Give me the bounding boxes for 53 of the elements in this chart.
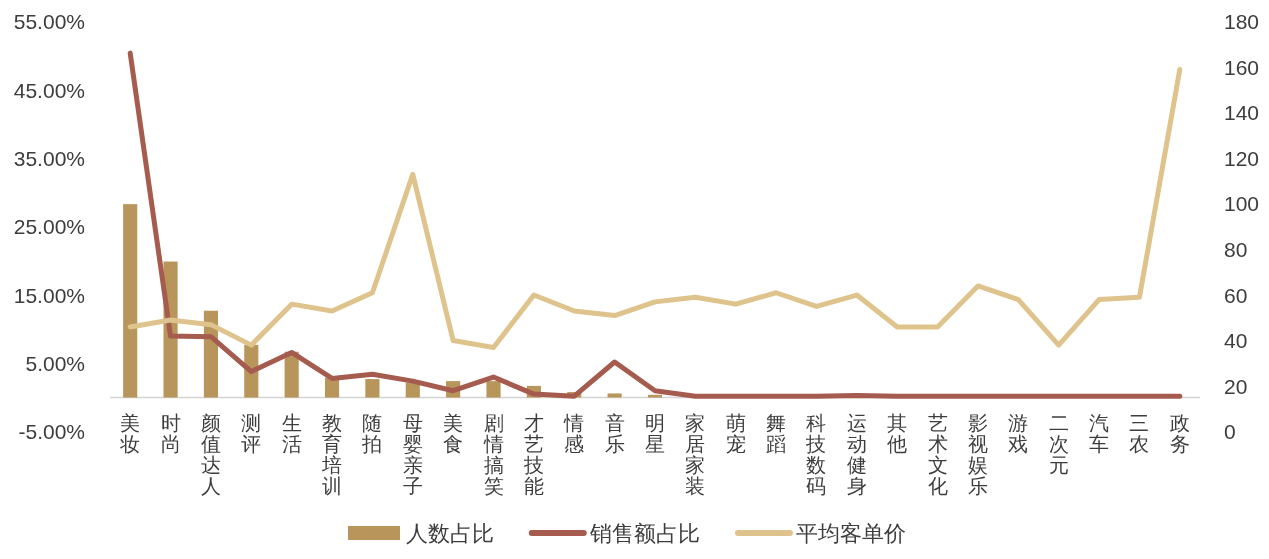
- y-tick-label: 35.00%: [13, 146, 85, 170]
- x-tick-label: 三农: [1129, 412, 1150, 455]
- y2-tick-label: 180: [1224, 10, 1260, 34]
- x-tick-label: 情感: [563, 412, 585, 455]
- x-tick-label: 艺术文化: [927, 412, 948, 497]
- y2-tick-label: 120: [1224, 146, 1260, 170]
- y2-tick-label: 140: [1224, 101, 1260, 125]
- x-tick-label: 舞蹈: [766, 412, 787, 455]
- x-tick-label: 生活: [281, 412, 302, 455]
- bar: [365, 379, 380, 398]
- y-tick-label: -5.00%: [18, 420, 85, 444]
- y-tick-label: 25.00%: [13, 215, 85, 239]
- x-tick-label: 明星: [645, 412, 665, 455]
- x-tick-label: 家居家装: [685, 412, 706, 497]
- x-tick-label: 教育培训: [321, 412, 343, 497]
- x-tick-label: 母婴亲子: [402, 412, 423, 497]
- y-tick-label: 55.00%: [13, 10, 85, 34]
- x-tick-label: 时尚: [160, 412, 181, 455]
- y-tick-label: 15.00%: [13, 283, 85, 307]
- x-tick-label: 测评: [241, 412, 262, 455]
- y2-tick-label: 0: [1224, 420, 1236, 444]
- x-tick-label: 颜值达人: [200, 412, 221, 497]
- legend-label: 销售额占比: [588, 520, 700, 546]
- y-tick-label: 45.00%: [13, 78, 85, 102]
- y2-tick-label: 60: [1224, 283, 1248, 307]
- x-tick-label: 科技数码: [805, 412, 827, 497]
- y2-tick-label: 40: [1224, 329, 1248, 353]
- x-tick-label: 影视娱乐: [967, 412, 988, 497]
- x-tick-label: 政务: [1169, 412, 1190, 455]
- x-tick-label: 剧情搞笑: [482, 412, 504, 497]
- bar: [486, 381, 501, 398]
- bar: [324, 377, 340, 398]
- x-tick-label: 随拍: [361, 412, 383, 455]
- x-tick-label: 汽车: [1089, 412, 1110, 455]
- x-tick-label: 萌宠: [725, 412, 746, 455]
- bar: [607, 393, 622, 398]
- y2-tick-label: 20: [1224, 374, 1248, 398]
- x-tick-label: 美妆: [120, 412, 141, 455]
- x-tick-label: 运动健身: [846, 412, 867, 497]
- x-tick-label: 音乐: [604, 412, 625, 455]
- x-tick-label: 二次元: [1048, 412, 1069, 476]
- x-tick-label: 才艺技能: [522, 412, 544, 497]
- legend-label: 平均客单价: [795, 520, 906, 546]
- y2-tick-label: 160: [1224, 55, 1260, 79]
- y2-tick-label: 80: [1224, 237, 1248, 261]
- x-tick-label: 其他: [887, 412, 908, 455]
- x-tick-label: 美食: [443, 412, 464, 455]
- legend-label: 人数占比: [406, 520, 494, 546]
- y-tick-label: 5.00%: [25, 351, 85, 375]
- bar: [123, 204, 138, 398]
- y2-tick-label: 100: [1224, 192, 1260, 216]
- bar: [647, 394, 663, 398]
- x-tick-label: 游戏: [1008, 412, 1029, 455]
